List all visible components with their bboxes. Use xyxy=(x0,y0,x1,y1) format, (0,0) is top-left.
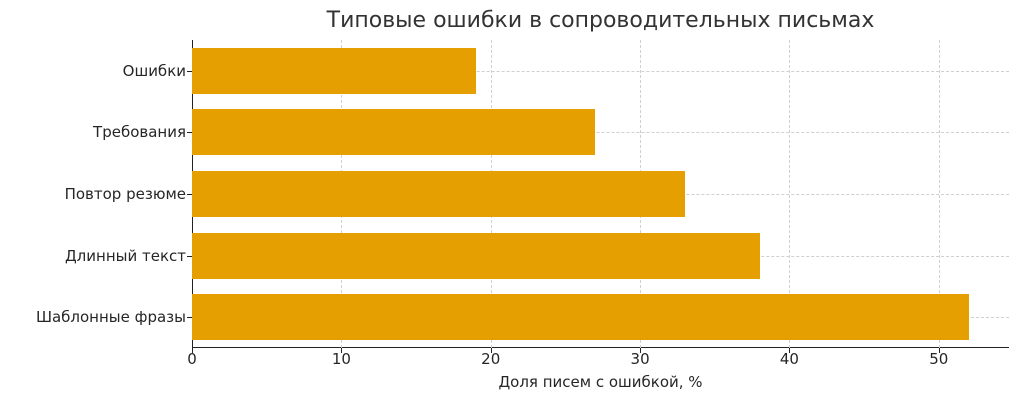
x-tick xyxy=(789,348,791,353)
x-tick-label: 0 xyxy=(187,350,197,368)
x-tick xyxy=(192,348,193,353)
y-tick xyxy=(187,194,192,195)
bar xyxy=(192,171,685,217)
bar xyxy=(192,47,476,94)
y-gridline xyxy=(192,70,1009,72)
y-gridline xyxy=(192,132,1009,134)
y-category-label: Повтор резюме xyxy=(64,185,186,203)
x-tick xyxy=(341,348,343,353)
x-axis-title: Доля писем с ошибкой, % xyxy=(498,373,703,391)
x-tick xyxy=(938,348,940,353)
chart-title: Типовые ошибки в сопроводительных письма… xyxy=(326,8,875,33)
x-tick-label: 10 xyxy=(331,350,351,368)
y-category-label: Ошибки xyxy=(122,61,186,80)
x-axis-line xyxy=(192,346,1009,348)
plot-area xyxy=(187,40,1009,353)
y-category-label: Шаблонные фразы xyxy=(35,308,186,327)
y-tick xyxy=(187,132,192,134)
x-tick-label: 30 xyxy=(630,350,650,368)
x-tick xyxy=(640,348,642,353)
bar xyxy=(192,232,760,279)
y-category-label: Длинный текст xyxy=(64,246,186,265)
x-tick xyxy=(490,348,492,353)
x-tick-label: 50 xyxy=(929,350,949,368)
bar xyxy=(192,294,969,341)
y-tick xyxy=(187,317,192,319)
y-tick xyxy=(187,70,192,72)
x-tick-label: 20 xyxy=(481,350,501,368)
x-tick-label: 40 xyxy=(779,350,799,368)
y-category-label: Требования xyxy=(93,123,186,142)
y-tick xyxy=(187,255,192,257)
bar xyxy=(192,109,596,156)
